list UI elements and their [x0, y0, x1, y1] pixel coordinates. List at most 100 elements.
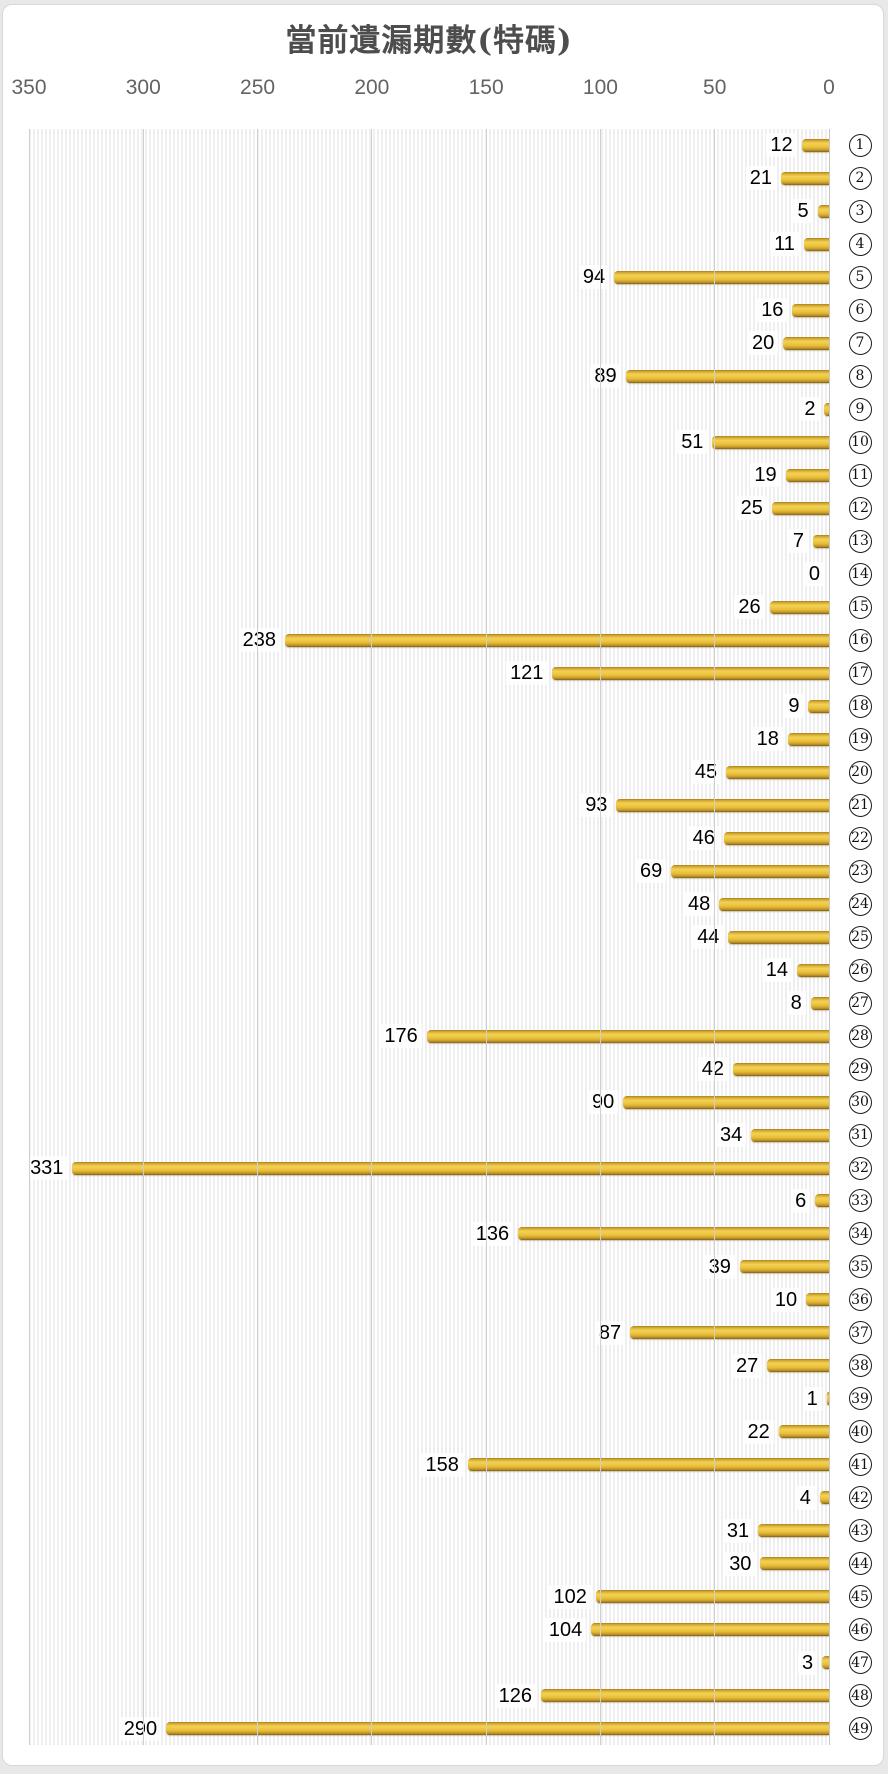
category-badge-cell: 15 [841, 591, 879, 624]
major-gridline [142, 129, 144, 1745]
x-axis: 350 300 250 200 150 100 50 0 [11, 73, 834, 103]
category-badge: 49 [848, 1717, 872, 1741]
category-badge-cell: 40 [841, 1415, 879, 1448]
bar-value-label: 16 [757, 298, 788, 323]
bar-value-label: 0 [804, 562, 824, 587]
category-badge-cell: 43 [841, 1514, 879, 1547]
category-badge-cell: 27 [841, 987, 879, 1020]
category-badge: 14 [848, 562, 872, 586]
bar-row: 7 [29, 525, 829, 558]
bar-value-label: 1 [802, 1386, 822, 1411]
bar-row: 30 [29, 1547, 829, 1580]
bar-value-label: 126 [494, 1683, 536, 1708]
bar [813, 534, 829, 548]
category-badge: 34 [848, 1222, 872, 1246]
bar-row: 12 [29, 129, 829, 162]
category-badge-cell: 46 [841, 1613, 879, 1646]
bar-row: 5 [29, 195, 829, 228]
category-badge-cell: 47 [841, 1646, 879, 1679]
bar [623, 1095, 829, 1109]
category-badge: 32 [848, 1156, 872, 1180]
category-badge-cell: 1 [841, 129, 879, 162]
bar-row: 51 [29, 426, 829, 459]
category-badge: 21 [848, 793, 872, 817]
category-badge: 8 [848, 364, 872, 388]
bar-value-label: 121 [506, 661, 548, 686]
bar-value-label: 69 [636, 859, 667, 884]
bar-value-label: 290 [119, 1716, 162, 1741]
bar-value-label: 93 [581, 793, 612, 818]
category-badge: 42 [848, 1486, 872, 1510]
bar-row: 89 [29, 360, 829, 393]
category-badge: 1 [848, 133, 872, 157]
bar-row: 87 [29, 1316, 829, 1349]
bar [801, 138, 829, 152]
bar-row: 0 [29, 558, 829, 591]
bar-row: 69 [29, 855, 829, 888]
x-axis-tick-label: 300 [125, 76, 161, 99]
bar-value-label: 11 [770, 232, 799, 257]
bar [787, 732, 829, 746]
category-badge-cell: 21 [841, 789, 879, 822]
category-badge-cell: 31 [841, 1119, 879, 1152]
bar [771, 501, 829, 515]
bar-value-label: 3 [798, 1650, 818, 1675]
category-badge-cell: 18 [841, 690, 879, 723]
category-badge-cell: 34 [841, 1217, 879, 1250]
category-badge: 12 [848, 496, 872, 520]
bar [792, 303, 829, 317]
category-badge: 28 [848, 1024, 872, 1048]
category-badge-cell: 4 [841, 228, 879, 261]
category-badge: 13 [848, 529, 872, 553]
category-badge-cell: 10 [841, 426, 879, 459]
category-badge-cell: 6 [841, 294, 879, 327]
bar-row: 39 [29, 1250, 829, 1283]
bar [785, 468, 829, 482]
bar-value-label: 48 [684, 892, 715, 917]
category-badge: 26 [848, 958, 872, 982]
category-badge: 16 [848, 628, 872, 652]
category-badge: 30 [848, 1090, 872, 1114]
bar-row: 8 [29, 987, 829, 1020]
bar [817, 204, 829, 218]
category-badge: 35 [848, 1255, 872, 1279]
category-badge: 27 [848, 991, 872, 1015]
x-axis-tick-label: 100 [582, 76, 618, 99]
bar-row: 45 [29, 756, 829, 789]
category-badge: 25 [848, 925, 872, 949]
plot-area: 12 21 5 11 94 16 20 89 2 51 19 25 7 0 26 238 121 9 18 45 93 4… [26, 129, 830, 1745]
x-axis-tick-label: 200 [354, 76, 390, 99]
bar-row: 136 [29, 1217, 829, 1250]
bar [806, 1293, 829, 1307]
bar [426, 1029, 829, 1043]
bar-row: 104 [29, 1613, 829, 1646]
bar-row: 158 [29, 1448, 829, 1481]
bar [797, 963, 829, 977]
bar-row: 121 [29, 657, 829, 690]
bar-value-label: 30 [725, 1551, 756, 1576]
category-badge: 19 [848, 727, 872, 751]
category-badge-cell: 33 [841, 1185, 879, 1218]
category-badge: 22 [848, 826, 872, 850]
bar-value-label: 39 [704, 1254, 735, 1279]
bar-value-label: 12 [766, 133, 797, 158]
bar [803, 237, 829, 251]
bar [285, 633, 829, 647]
bar-value-label: 238 [238, 628, 280, 653]
category-badge-cell: 11 [841, 459, 879, 492]
category-badge: 33 [848, 1189, 872, 1213]
category-badge-cell: 22 [841, 822, 879, 855]
category-badge-cell: 39 [841, 1382, 879, 1415]
category-badge: 39 [848, 1387, 872, 1411]
bar-row: 3 [29, 1646, 829, 1679]
bar-value-label: 25 [736, 496, 767, 521]
bar-value-label: 19 [750, 463, 781, 488]
category-badge: 40 [848, 1420, 872, 1444]
bar-value-label: 89 [590, 364, 621, 389]
bar [778, 1425, 829, 1439]
major-gridline [714, 129, 716, 1745]
bar-row: 6 [29, 1185, 829, 1218]
bar-value-label: 18 [752, 727, 783, 752]
bar [728, 930, 829, 944]
bar [625, 369, 829, 383]
